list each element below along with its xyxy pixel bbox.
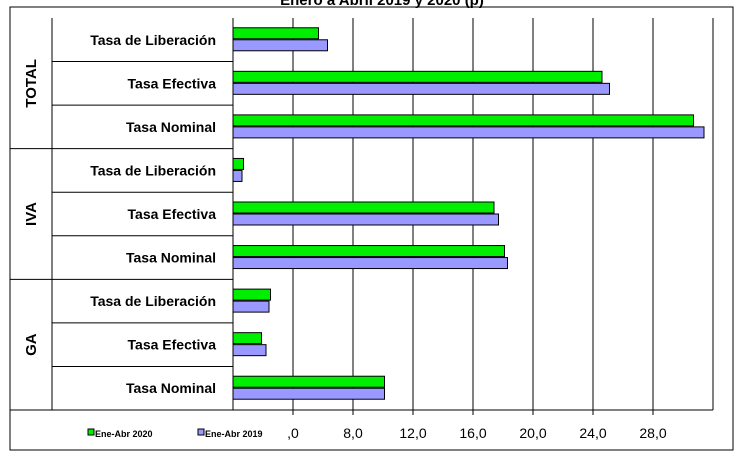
bar: [232, 70, 603, 83]
category-label: Tasa Nominal: [126, 119, 216, 135]
chart-title: Enero a Abril 2019 y 2020 (p): [280, 0, 484, 9]
bar: [232, 344, 267, 357]
legend-swatch: [197, 428, 205, 436]
category-label: Tasa Nominal: [126, 250, 216, 266]
bar: [232, 288, 271, 301]
bar: [232, 201, 495, 214]
bar: [232, 332, 262, 345]
bar: [232, 82, 610, 95]
bar: [232, 157, 244, 170]
bar: [232, 300, 270, 313]
category-label: Tasa Efectiva: [128, 75, 217, 91]
bar: [232, 39, 328, 52]
legend-swatch: [87, 428, 95, 436]
bar: [232, 257, 508, 270]
bar: [232, 126, 705, 139]
bar: [232, 114, 694, 127]
x-tick-label: 24,0: [579, 425, 606, 441]
bar: [232, 387, 385, 400]
bar: [232, 169, 243, 182]
legend-label: Ene-Abr 2020: [95, 429, 153, 439]
x-tick-label: 20,0: [519, 425, 546, 441]
x-tick-label: ,0: [287, 425, 299, 441]
category-label: Tasa de Liberación: [90, 293, 216, 309]
category-label: Tasa Efectiva: [128, 206, 217, 222]
bar: [232, 375, 385, 388]
group-label: GA: [23, 333, 40, 356]
bar: [232, 245, 505, 258]
category-label: Tasa Efectiva: [128, 337, 217, 353]
x-tick-label: 16,0: [459, 425, 486, 441]
bar: [232, 213, 499, 226]
x-tick-label: 12,0: [399, 425, 426, 441]
category-label: Tasa Nominal: [126, 380, 216, 396]
group-label: IVA: [23, 202, 40, 226]
category-label: Tasa de Liberación: [90, 162, 216, 178]
x-tick-label: 28,0: [639, 425, 666, 441]
legend-label: Ene-Abr 2019: [205, 429, 263, 439]
category-label: Tasa de Liberación: [90, 32, 216, 48]
bar: [232, 27, 319, 40]
group-label: TOTAL: [23, 59, 40, 108]
x-tick-label: 8,0: [343, 425, 363, 441]
